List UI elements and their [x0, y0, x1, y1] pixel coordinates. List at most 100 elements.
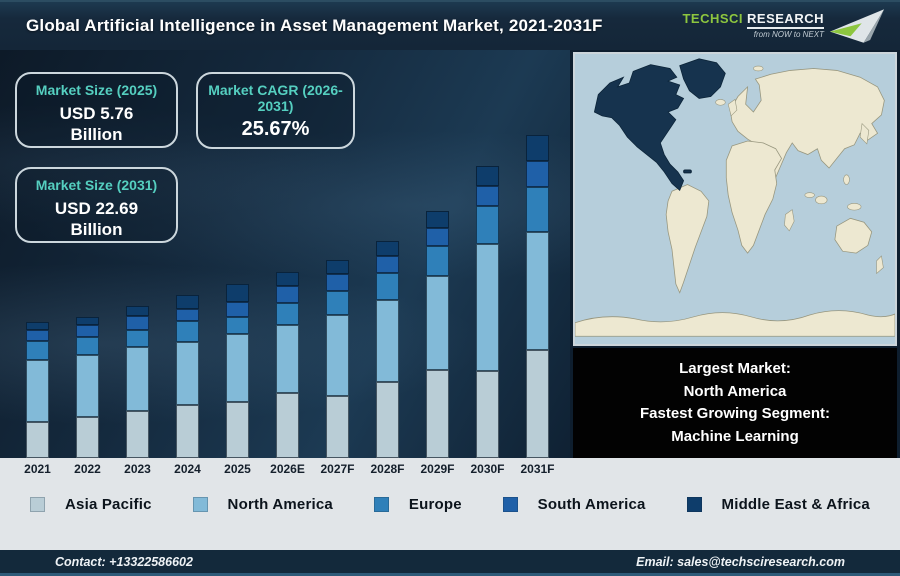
bar-segment-asia-pacific	[76, 417, 99, 458]
map-north-america-highlight	[593, 64, 685, 191]
stat-unit: Billion	[70, 220, 123, 240]
map-greenland-highlight	[679, 58, 726, 99]
bar-segment-middle-east-africa	[76, 317, 99, 325]
bar-segment-north-america	[426, 276, 449, 370]
header: Global Artificial Intelligence in Asset …	[0, 0, 900, 50]
x-axis-label-2030f: 2030F	[470, 462, 505, 476]
bar-2029f	[426, 211, 449, 458]
bar-segment-north-america	[526, 232, 549, 350]
bar-2025	[226, 284, 249, 458]
x-axis-label-2021: 2021	[24, 462, 51, 476]
bar-segment-europe	[376, 273, 399, 300]
logo-arrow-icon	[830, 9, 885, 43]
bar-segment-south-america	[326, 274, 349, 291]
bar-segment-europe	[176, 321, 199, 342]
bar-segment-middle-east-africa	[276, 272, 299, 286]
largest-market-label: Largest Market:	[679, 360, 791, 377]
key-facts-box: Largest Market: North America Fastest Gr…	[573, 348, 897, 458]
bar-segment-south-america	[176, 309, 199, 321]
map-new-guinea	[847, 203, 862, 211]
bar-segment-north-america	[26, 360, 49, 422]
bar-segment-south-america	[426, 228, 449, 246]
map-svalbard	[753, 65, 764, 72]
bar-2028f	[376, 241, 399, 458]
footer: Contact: +13322586602 Email: sales@techs…	[0, 550, 900, 576]
legend-swatch-north-america	[192, 497, 208, 512]
footer-email: Email: sales@techsciresearch.com	[636, 554, 845, 569]
stat-unit: Billion	[70, 125, 123, 145]
x-axis-label-2022: 2022	[74, 462, 101, 476]
x-axis-label-2031f: 2031F	[520, 462, 555, 476]
legend-swatch-middle-east-africa	[686, 497, 702, 512]
logo-brand-primary: TechSci	[682, 10, 744, 26]
footer-contact: Contact: +13322586602	[55, 554, 193, 569]
stat-value: USD 22.69	[54, 199, 139, 219]
legend: Asia Pacific North America Europe South Ame…	[0, 496, 900, 513]
largest-market-value: North America	[683, 382, 787, 400]
stat-value: USD 5.76	[59, 104, 134, 124]
bar-segment-south-america	[26, 330, 49, 341]
bars	[0, 50, 570, 458]
bar-2021	[26, 322, 49, 458]
map-iceland	[715, 99, 726, 106]
bar-2027f	[326, 260, 349, 458]
logo-tagline: from NOW to NEXT	[753, 30, 824, 40]
bar-segment-middle-east-africa	[326, 260, 349, 274]
bar-segment-north-america	[276, 325, 299, 393]
bar-segment-asia-pacific	[226, 402, 249, 458]
right-panel: Largest Market: North America Fastest Gr…	[570, 50, 900, 458]
legend-item-asia-pacific: Asia Pacific	[30, 496, 152, 513]
bar-segment-north-america	[376, 300, 399, 382]
legend-item-middle-east-africa: Middle East & Africa	[686, 496, 870, 513]
x-axis-labels: 2021 2022 2023 2024 2025 2026E 2027F 2028F 2029F…	[0, 458, 900, 550]
bar-segment-europe	[126, 330, 149, 347]
stat-box-market-size-2025: Market Size (2025) USD 5.76 Billion	[15, 72, 178, 148]
world-map-svg	[575, 54, 895, 344]
bar-segment-north-america	[176, 342, 199, 405]
x-axis-label-2028f: 2028F	[370, 462, 405, 476]
bar-segment-asia-pacific	[126, 411, 149, 458]
bar-segment-south-america	[76, 325, 99, 337]
bar-segment-south-america	[276, 286, 299, 303]
bar-segment-middle-east-africa	[426, 211, 449, 228]
legend-item-south-america: South America	[502, 496, 646, 513]
bar-segment-middle-east-africa	[476, 166, 499, 186]
map-japan	[859, 122, 870, 145]
map-new-zealand	[876, 255, 884, 275]
stat-label: Market Size (2031)	[35, 177, 158, 193]
bar-segment-middle-east-africa	[26, 322, 49, 330]
bar-segment-europe	[326, 291, 349, 315]
legend-label-middle-east-africa: Middle East & Africa	[721, 496, 870, 513]
bar-segment-asia-pacific	[26, 422, 49, 458]
bar-2024	[176, 295, 199, 458]
page-title: Global Artificial Intelligence in Asset …	[26, 16, 603, 35]
legend-item-europe: Europe	[373, 496, 462, 513]
logo-text: TechSci Research from NOW to NEXT	[682, 10, 824, 40]
legend-swatch-asia-pacific	[30, 497, 45, 512]
bar-segment-asia-pacific	[176, 405, 199, 458]
map-philippines	[843, 174, 850, 185]
bar-segment-middle-east-africa	[126, 306, 149, 316]
bar-segment-north-america	[76, 355, 99, 417]
bar-segment-europe	[226, 317, 249, 334]
bottom-strip: 2021 2022 2023 2024 2025 2026E 2027F 2028F 2029F…	[0, 458, 900, 550]
bar-segment-south-america	[376, 256, 399, 273]
legend-swatch-europe	[373, 497, 389, 512]
bar-segment-asia-pacific	[376, 382, 399, 458]
stat-box-market-size-2031: Market Size (2031) USD 22.69 Billion	[15, 167, 178, 243]
map-south-america	[665, 184, 710, 294]
bar-segment-south-america	[126, 316, 149, 330]
bar-segment-europe	[526, 187, 549, 232]
bar-segment-south-america	[226, 302, 249, 317]
bar-segment-asia-pacific	[276, 393, 299, 458]
bar-segment-europe	[76, 337, 99, 355]
bar-segment-south-america	[526, 161, 549, 187]
stat-label: Market Size (2025)	[35, 82, 158, 98]
legend-swatch-south-america	[502, 497, 518, 512]
logo-brand-secondary: Research	[747, 11, 824, 30]
bar-segment-south-america	[476, 186, 499, 206]
bar-segment-middle-east-africa	[376, 241, 399, 256]
x-axis-label-2025: 2025	[224, 462, 251, 476]
x-axis-label-2026e: 2026E	[270, 462, 305, 476]
